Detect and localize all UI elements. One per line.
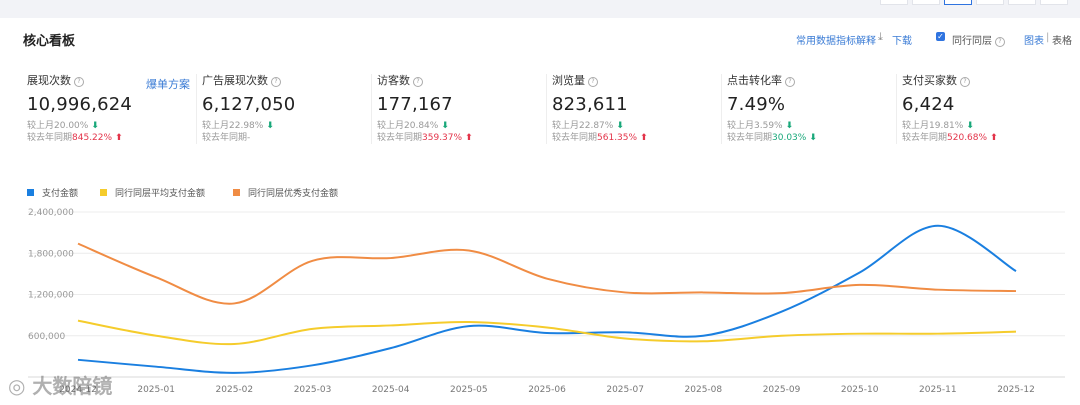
help-icon[interactable]: ? [271, 77, 281, 87]
arrow-down-icon: ⬇ [809, 133, 817, 143]
arrow-up-icon: ⬆ [465, 133, 473, 143]
legend-swatch [100, 189, 107, 196]
metric-separator [546, 74, 547, 144]
metric-value: 6,127,050 [202, 94, 296, 115]
metric-explain-link[interactable]: 常用数据指标解释 [796, 36, 876, 47]
help-icon[interactable]: ? [960, 77, 970, 87]
metric-value: 6,424 [902, 94, 955, 115]
series-line [77, 224, 1017, 374]
metric-card[interactable]: 访客数? 177,167 较上月20.84% ⬇ 较去年同期359.37% ⬆ [377, 72, 547, 152]
watermark: ◎ 大数陪镜 [8, 374, 113, 398]
x-tick-label: 2025-07 [606, 385, 644, 395]
table-view-tab[interactable]: 表格 [1052, 36, 1072, 47]
metric-value: 10,996,624 [27, 94, 133, 115]
x-tick-label: 2025-11 [919, 385, 957, 395]
metric-card[interactable]: 广告展现次数? 6,127,050 较上月22.98% ⬇ 较去年同期- [202, 72, 372, 152]
legend-item-avg[interactable]: 同行同层平均支付金额 [100, 186, 205, 199]
x-tick-label: 2025-08 [685, 385, 723, 395]
watermark-logo-icon: ◎ [8, 374, 26, 398]
metric-label: 广告展现次数? [202, 72, 372, 88]
legend-swatch [233, 189, 240, 196]
series-line [77, 319, 1017, 346]
metric-mom: 较上月20.00% ⬇ [27, 121, 99, 131]
arrow-down-icon: ⬇ [785, 121, 794, 131]
metric-yoy: 较去年同期359.37% ⬆ [377, 133, 473, 143]
help-icon[interactable]: ? [785, 77, 795, 87]
peer-label: 同行同层? [952, 32, 1005, 47]
arrow-down-icon: ⬇ [616, 121, 624, 131]
x-tick-label: 2025-09 [763, 385, 801, 395]
metric-yoy: 较去年同期- [202, 133, 251, 143]
arrow-up-icon: ⬆ [115, 133, 123, 143]
toolbar-tab[interactable] [912, 0, 940, 5]
x-tick-label: 2025-03 [294, 385, 332, 395]
metric-separator [371, 74, 372, 144]
view-divider: | [1046, 32, 1050, 43]
help-icon[interactable]: ? [995, 37, 1005, 47]
arrow-down-icon: ⬇ [266, 121, 274, 131]
metric-yoy: 较去年同期561.35% ⬆ [552, 133, 648, 143]
arrow-down-icon: ⬇ [966, 121, 974, 131]
metric-mom: 较上月19.81% ⬇ [902, 121, 974, 131]
download-icon[interactable]: ⤓ [878, 30, 883, 43]
metric-value: 177,167 [377, 94, 453, 115]
metric-card[interactable]: 支付买家数? 6,424 较上月19.81% ⬇ 较去年同期520.68% ⬆ [902, 72, 1072, 152]
metric-yoy: 较去年同期845.22% ⬆ [27, 133, 123, 143]
chart-view-tab[interactable]: 图表 [1024, 36, 1044, 47]
arrow-up-icon: ⬆ [990, 133, 998, 143]
toolbar-tab[interactable] [1008, 0, 1036, 5]
x-tick-label: 2025-12 [997, 385, 1035, 395]
peer-checkbox[interactable]: ✓ [936, 32, 945, 41]
arrow-down-icon: ⬇ [441, 121, 449, 131]
x-tick-label: 2025-01 [137, 385, 175, 395]
metric-label: 点击转化率? [727, 72, 897, 88]
top-toolbar-strip [0, 0, 1080, 18]
metric-yoy: 较去年同期30.03% ⬇ [727, 133, 817, 143]
metric-mom: 较上月3.59% ⬇ [727, 121, 794, 131]
metric-label: 浏览量? [552, 72, 722, 88]
toolbar-tab[interactable] [1040, 0, 1068, 5]
y-tick-label: 600,000 [28, 332, 65, 342]
download-link[interactable]: 下载 [892, 36, 912, 47]
metric-separator [196, 74, 197, 144]
metric-separator [896, 74, 897, 144]
series-line [77, 242, 1017, 305]
page-title: 核心看板 [23, 34, 76, 49]
x-tick-label: 2025-04 [372, 385, 410, 395]
y-tick-label: 1,800,000 [28, 249, 74, 259]
help-icon[interactable]: ? [74, 77, 84, 87]
y-tick-label: 1,200,000 [28, 291, 74, 301]
plan-link[interactable]: 爆单方案 [146, 78, 190, 91]
legend-item-pay[interactable]: 支付金额 [27, 186, 78, 199]
metric-mom: 较上月22.98% ⬇ [202, 121, 274, 131]
dashboard-header: 核心看板 常用数据指标解释 ⤓ 下载 ✓ 同行同层? 图表 | 表格 [0, 18, 1080, 60]
metric-label: 支付买家数? [902, 72, 1072, 88]
legend-swatch [27, 189, 34, 196]
toolbar-tab[interactable] [880, 0, 908, 5]
metric-value: 7.49% [727, 94, 786, 115]
y-tick-label: 2,400,000 [28, 208, 74, 218]
metric-mom: 较上月22.87% ⬇ [552, 121, 624, 131]
metric-label: 访客数? [377, 72, 547, 88]
metric-mom: 较上月20.84% ⬇ [377, 121, 449, 131]
metric-label: 展现次数? [27, 72, 197, 88]
metric-card[interactable]: 浏览量? 823,611 较上月22.87% ⬇ 较去年同期561.35% ⬆ [552, 72, 722, 152]
metric-value: 823,611 [552, 94, 628, 115]
legend-item-excellent[interactable]: 同行同层优秀支付金额 [233, 186, 338, 199]
help-icon[interactable]: ? [413, 77, 423, 87]
toolbar-tab[interactable] [976, 0, 1004, 5]
metric-separator [721, 74, 722, 144]
metric-yoy: 较去年同期520.68% ⬆ [902, 133, 998, 143]
x-tick-label: 2025-10 [841, 385, 879, 395]
metric-card[interactable]: 展现次数? 10,996,624 较上月20.00% ⬇ 较去年同期845.22% ⬆ [27, 72, 197, 152]
x-tick-label: 2025-06 [528, 385, 566, 395]
toolbar-tab-active[interactable] [944, 0, 972, 5]
metric-card[interactable]: 点击转化率? 7.49% 较上月3.59% ⬇ 较去年同期30.03% ⬇ [727, 72, 897, 152]
x-tick-label: 2025-02 [216, 385, 254, 395]
help-icon[interactable]: ? [588, 77, 598, 87]
arrow-down-icon: ⬇ [91, 121, 99, 131]
x-tick-label: 2025-05 [450, 385, 488, 395]
arrow-up-icon: ⬆ [640, 133, 648, 143]
